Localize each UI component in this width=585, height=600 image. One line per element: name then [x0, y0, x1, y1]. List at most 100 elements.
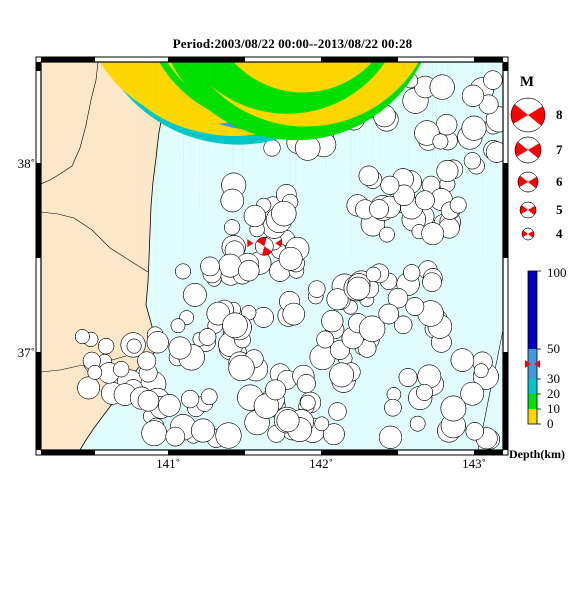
focal-mechanism [485, 62, 503, 163]
depth-color-scale [525, 270, 541, 425]
focal-mechanism [200, 256, 220, 277]
depth-tick-label: 20 [547, 386, 560, 401]
focal-mechanism [436, 62, 459, 182]
focal-mechanism [299, 394, 316, 411]
focal-mechanism [222, 312, 248, 339]
depth-tick-label: 30 [547, 371, 560, 386]
focal-mechanism [358, 62, 386, 342]
focal-mechanism [328, 62, 347, 421]
focal-mechanism [450, 348, 475, 372]
depth-scale-label: Depth(km) [509, 447, 565, 461]
x-tick-label: 142˚ [309, 456, 333, 471]
focal-mechanism [346, 276, 371, 301]
focal-mechanism [393, 184, 415, 206]
focal-mechanisms [74, 62, 503, 450]
prefecture-boundary [41, 62, 99, 185]
focal-mechanism [416, 62, 433, 401]
depth-tick-label: 10 [547, 401, 560, 416]
focal-mechanism [265, 62, 286, 401]
focal-mechanism [170, 62, 290, 334]
magnitude-legend-symbol [510, 97, 546, 133]
focal-mechanism [276, 409, 300, 433]
magnitude-legend-label: 7 [556, 142, 563, 157]
focal-mechanism [228, 354, 255, 382]
magnitude-legend-label: 4 [556, 226, 563, 241]
focal-mechanism [429, 74, 455, 100]
focal-mechanism [321, 310, 344, 333]
depth-tick-label: 0 [547, 416, 554, 431]
depth-band [528, 379, 537, 394]
focal-mechanism [165, 62, 419, 447]
y-tick-label: 38˚ [18, 156, 35, 171]
depth-tick-label: 100 [547, 265, 567, 280]
focal-mechanism [461, 115, 487, 141]
focal-mechanism [432, 62, 449, 150]
focal-mechanism [198, 328, 217, 346]
magnitude-legend-label: 5 [556, 202, 563, 217]
depth-marker [525, 360, 540, 368]
focal-mechanism [296, 374, 316, 394]
mainshock-mechanism [247, 237, 282, 256]
focal-mechanism [365, 266, 382, 283]
focal-mechanism [358, 62, 379, 186]
focal-mechanism [440, 395, 467, 422]
focal-mechanism [126, 62, 324, 354]
focal-mechanism [314, 62, 330, 432]
focal-mechanism [473, 62, 489, 379]
frame-scale-bars [35, 56, 509, 456]
focal-mechanism [316, 62, 335, 349]
focal-mechanism [387, 62, 409, 309]
focal-mechanism [243, 62, 266, 228]
focal-mechanism [323, 423, 345, 446]
focal-mechanism [137, 62, 382, 412]
focal-mechanism [200, 62, 373, 406]
depth-tick-label: 50 [547, 341, 560, 356]
magnitude-legend [510, 97, 546, 241]
focal-mechanism [191, 62, 412, 443]
focal-mechanism [421, 222, 445, 246]
focal-mechanism [415, 190, 435, 211]
focal-mechanism [403, 264, 421, 282]
focal-mechanism [463, 152, 481, 170]
focal-mechanism [461, 62, 485, 107]
magnitude-legend-symbol [514, 136, 542, 164]
focal-mechanism [97, 62, 327, 355]
focal-mechanism [379, 62, 395, 243]
depth-band [528, 271, 537, 349]
focal-mechanism [384, 398, 402, 417]
y-tick-label: 37˚ [18, 345, 35, 360]
focal-mechanism [394, 315, 413, 334]
map-title: Period:2003/08/22 00:00--2013/08/22 00:2… [172, 36, 413, 51]
focal-mechanism [158, 62, 386, 417]
focal-mechanism [409, 415, 426, 432]
magnitude-legend-title: M [520, 74, 534, 90]
depth-band [528, 409, 537, 424]
focal-mechanism [220, 62, 245, 213]
focal-mechanism [449, 62, 467, 214]
focal-mechanism [278, 246, 303, 271]
magnitude-legend-symbol [517, 171, 539, 193]
focal-mechanism [329, 362, 354, 388]
focal-mechanism [113, 62, 351, 378]
x-tick-label: 143˚ [462, 456, 486, 471]
focal-mechanism [282, 302, 305, 326]
focal-mechanism [168, 62, 322, 360]
focal-mechanism [422, 272, 442, 292]
focal-mechanism [460, 381, 485, 406]
focal-mechanism [465, 62, 484, 441]
depth-band [528, 394, 537, 409]
focal-mechanism [380, 62, 400, 195]
magnitude-legend-label: 8 [556, 107, 563, 122]
focal-mechanism [398, 368, 418, 387]
mainshock-beachball [255, 237, 274, 256]
prefecture-boundary [41, 211, 149, 273]
magnitude-legend-symbol [521, 227, 535, 241]
depth-band [528, 349, 537, 379]
focal-mechanism [378, 425, 403, 449]
focal-mechanism [175, 62, 191, 280]
focal-mechanism [181, 62, 378, 409]
focal-mechanism [146, 62, 319, 354]
focal-mechanism [224, 62, 241, 236]
focal-mechanism [215, 62, 411, 449]
